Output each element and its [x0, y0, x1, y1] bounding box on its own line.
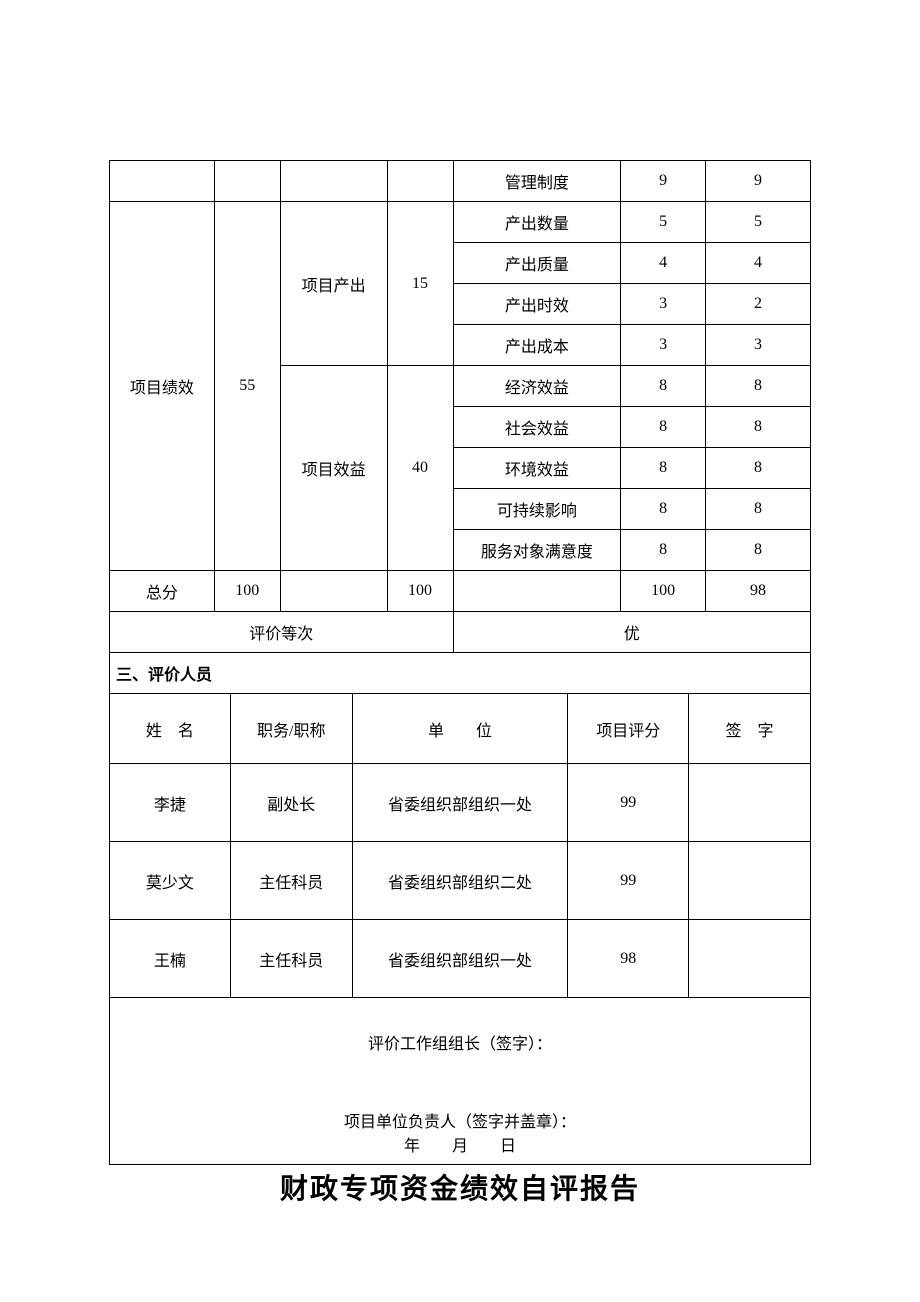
cell-benefit-b: 8 [706, 448, 811, 489]
cell-output-weight: 15 [387, 202, 453, 366]
cell-benefit-name: 服务对象满意度 [453, 530, 621, 571]
cell-output-a: 4 [621, 243, 706, 284]
people-row: 王楠 主任科员 省委组织部组织一处 98 [110, 920, 811, 998]
cell-output-name: 产出数量 [453, 202, 621, 243]
cell-output-a: 5 [621, 202, 706, 243]
evaluation-table: 管理制度 9 9 项目绩效 55 项目产出 15 产出数量 5 5 产出质量 4… [109, 160, 811, 694]
table-row-grade: 评价等次 优 [110, 612, 811, 653]
cell-total-c3: 100 [387, 571, 453, 612]
cell-benefit-name: 经济效益 [453, 366, 621, 407]
person-score: 98 [568, 920, 689, 998]
person-sign [689, 842, 811, 920]
person-title: 主任科员 [230, 842, 352, 920]
cell-mgmt-a: 9 [621, 161, 706, 202]
cell-blank [280, 571, 387, 612]
cell-total-c6: 98 [706, 571, 811, 612]
cell-output-name: 产出成本 [453, 325, 621, 366]
cell-total-label: 总分 [110, 571, 215, 612]
cell-benefit-b: 8 [706, 530, 811, 571]
sign-date: 年 月 日 [114, 1132, 806, 1156]
cell-total-c5: 100 [621, 571, 706, 612]
cell-output-a: 3 [621, 284, 706, 325]
cell-output-b: 4 [706, 243, 811, 284]
table-row: 管理制度 9 9 [110, 161, 811, 202]
cell-benefit-weight: 40 [387, 366, 453, 571]
page: 管理制度 9 9 项目绩效 55 项目产出 15 产出数量 5 5 产出质量 4… [0, 160, 920, 1207]
cell-perf-label: 项目绩效 [110, 202, 215, 571]
cell-benefit-name: 环境效益 [453, 448, 621, 489]
sign-owner-text: 项目单位负责人（签字并盖章）： [114, 1070, 806, 1132]
sign-owner: 项目单位负责人（签字并盖章）： 年 月 日 [110, 1062, 811, 1165]
cell-output-name: 产出质量 [453, 243, 621, 284]
cell-benefit-name: 可持续影响 [453, 489, 621, 530]
cell-benefit-b: 8 [706, 489, 811, 530]
cell-grade-value: 优 [453, 612, 811, 653]
sign-leader: 评价工作组组长（签字）： [110, 998, 811, 1063]
cell-output-b: 5 [706, 202, 811, 243]
cell-output-b: 2 [706, 284, 811, 325]
person-score: 99 [568, 842, 689, 920]
cell-benefit-a: 8 [621, 366, 706, 407]
cell-benefit-label: 项目效益 [280, 366, 387, 571]
cell-benefit-a: 8 [621, 407, 706, 448]
person-name: 李捷 [110, 764, 231, 842]
cell-benefit-a: 8 [621, 530, 706, 571]
people-row: 莫少文 主任科员 省委组织部组织二处 99 [110, 842, 811, 920]
person-title: 副处长 [230, 764, 352, 842]
cell-blank [387, 161, 453, 202]
cell-perf-weight: 55 [214, 202, 280, 571]
cell-benefit-name: 社会效益 [453, 407, 621, 448]
cell-benefit-b: 8 [706, 407, 811, 448]
person-name: 王楠 [110, 920, 231, 998]
cell-output-name: 产出时效 [453, 284, 621, 325]
person-unit: 省委组织部组织一处 [352, 764, 568, 842]
cell-total-c1: 100 [214, 571, 280, 612]
section3-header: 三、评价人员 [110, 653, 811, 694]
person-unit: 省委组织部组织二处 [352, 842, 568, 920]
table-row: 项目绩效 55 项目产出 15 产出数量 5 5 [110, 202, 811, 243]
report-title: 财政专项资金绩效自评报告 [109, 1167, 811, 1207]
sign-leader-row: 评价工作组组长（签字）： [110, 998, 811, 1063]
hdr-title: 职务/职称 [230, 694, 352, 764]
hdr-unit: 单 位 [352, 694, 568, 764]
sign-owner-row: 项目单位负责人（签字并盖章）： 年 月 日 [110, 1062, 811, 1165]
cell-grade-label: 评价等次 [110, 612, 454, 653]
cell-benefit-b: 8 [706, 366, 811, 407]
cell-mgmt-b: 9 [706, 161, 811, 202]
sign-leader-text: 评价工作组组长（签字）： [114, 1006, 806, 1054]
cell-blank [453, 571, 621, 612]
cell-blank [280, 161, 387, 202]
person-unit: 省委组织部组织一处 [352, 920, 568, 998]
hdr-sign: 签 字 [689, 694, 811, 764]
cell-benefit-a: 8 [621, 489, 706, 530]
people-row: 李捷 副处长 省委组织部组织一处 99 [110, 764, 811, 842]
people-header-row: 姓 名 职务/职称 单 位 项目评分 签 字 [110, 694, 811, 764]
person-name: 莫少文 [110, 842, 231, 920]
cell-output-label: 项目产出 [280, 202, 387, 366]
person-title: 主任科员 [230, 920, 352, 998]
cell-benefit-a: 8 [621, 448, 706, 489]
cell-blank [110, 161, 215, 202]
person-sign [689, 920, 811, 998]
cell-mgmt-label: 管理制度 [453, 161, 621, 202]
person-sign [689, 764, 811, 842]
cell-blank [214, 161, 280, 202]
table-row-total: 总分 100 100 100 98 [110, 571, 811, 612]
person-score: 99 [568, 764, 689, 842]
hdr-name: 姓 名 [110, 694, 231, 764]
hdr-score: 项目评分 [568, 694, 689, 764]
section-header-row: 三、评价人员 [110, 653, 811, 694]
cell-output-b: 3 [706, 325, 811, 366]
people-table: 姓 名 职务/职称 单 位 项目评分 签 字 李捷 副处长 省委组织部组织一处 … [109, 693, 811, 1165]
cell-output-a: 3 [621, 325, 706, 366]
